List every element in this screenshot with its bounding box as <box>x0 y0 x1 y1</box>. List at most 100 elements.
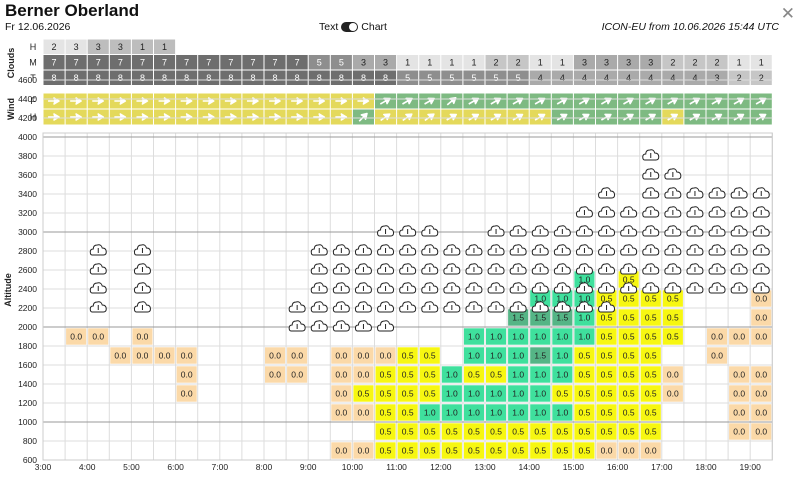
thermal-cell <box>640 290 661 307</box>
thermal-value: 0.5 <box>490 446 502 456</box>
thermal-value: 0.0 <box>269 370 281 380</box>
thermal-value: 0.5 <box>623 408 635 418</box>
thermal-cell <box>441 442 462 459</box>
toggle-switch[interactable] <box>341 22 359 32</box>
cloud-value: 4 <box>538 73 543 83</box>
cloud-icon <box>708 206 726 218</box>
thermal-cell <box>530 328 551 345</box>
thermal-cell <box>486 385 507 402</box>
view-toggle[interactable]: Text Chart <box>319 21 387 33</box>
thermal-cell <box>176 366 197 383</box>
cloud-value: 8 <box>118 73 123 83</box>
x-tick-label: 12:00 <box>430 462 452 472</box>
cloud-icon <box>708 244 726 256</box>
cloud-icon <box>686 282 704 294</box>
cloud-icon <box>752 244 770 256</box>
cloud-icon <box>730 263 748 275</box>
cloud-cell <box>308 55 330 70</box>
thermal-cell <box>530 366 551 383</box>
close-button[interactable]: ✕ <box>780 4 795 23</box>
thermal-cell <box>132 328 153 345</box>
cloud-icon <box>310 282 328 294</box>
cloud-icon <box>399 263 417 275</box>
thermal-cell <box>331 442 352 459</box>
thermal-cell <box>530 347 551 364</box>
thermal-value: 0.0 <box>733 332 745 342</box>
cloud-icon <box>598 263 616 275</box>
thermal-cell <box>596 366 617 383</box>
thermal-cell <box>88 328 109 345</box>
cloud-icon <box>598 206 616 218</box>
x-tick-label: 5:00 <box>123 462 140 472</box>
thermal-value: 0.5 <box>623 370 635 380</box>
cloud-icon <box>575 301 593 313</box>
x-tick-label: 19:00 <box>740 462 762 472</box>
cloud-icon <box>642 225 660 237</box>
thermal-cell <box>707 347 728 364</box>
thermal-value: 1.0 <box>556 370 568 380</box>
cloud-value: 7 <box>184 58 189 68</box>
thermal-value: 0.5 <box>380 389 392 399</box>
thermal-cell <box>574 366 595 383</box>
cloud-icon <box>377 320 395 332</box>
thermal-value: 1.0 <box>534 408 546 418</box>
cloud-value: 5 <box>405 73 410 83</box>
cloud-icon <box>465 263 483 275</box>
cloud-cell <box>507 70 529 85</box>
cloud-cell <box>352 70 374 85</box>
cloud-cell <box>750 70 772 85</box>
cloud-cell <box>551 55 573 70</box>
cloud-icon <box>642 206 660 218</box>
cloud-cell <box>618 55 640 70</box>
thermal-value: 1.0 <box>468 408 480 418</box>
cloud-icon <box>443 244 461 256</box>
cloud-icon <box>598 187 616 199</box>
thermal-cell <box>265 366 286 383</box>
cloud-icon <box>354 244 372 256</box>
x-tick-label: 10:00 <box>342 462 364 472</box>
cloud-cell <box>485 70 507 85</box>
cloud-value: 2 <box>737 73 742 83</box>
thermal-value: 0.0 <box>755 370 767 380</box>
thermal-value: 0.0 <box>601 446 613 456</box>
thermal-cell <box>397 347 418 364</box>
cloud-cell <box>706 70 728 85</box>
thermal-cell <box>530 385 551 402</box>
thermal-value: 0.5 <box>446 427 458 437</box>
cloud-value: 1 <box>449 58 454 68</box>
thermal-value: 1.0 <box>424 408 436 418</box>
cloud-cell <box>198 55 220 70</box>
thermal-cell <box>441 385 462 402</box>
thermal-value: 0.0 <box>733 370 745 380</box>
cloud-value: 4 <box>648 73 653 83</box>
cloud-value: 7 <box>162 58 167 68</box>
thermal-cell <box>729 366 750 383</box>
thermal-value: 0.5 <box>645 389 657 399</box>
thermal-cell <box>486 366 507 383</box>
thermal-cell <box>618 290 639 307</box>
cloud-icon <box>598 301 616 313</box>
y-tick-label: 2600 <box>18 265 37 275</box>
x-tick-label: 14:00 <box>519 462 541 472</box>
thermal-value: 0.5 <box>601 408 613 418</box>
thermal-cell <box>574 328 595 345</box>
cloud-cell <box>65 70 87 85</box>
cloud-value: 2 <box>494 58 499 68</box>
thermal-value: 0.5 <box>380 370 392 380</box>
toggle-knob <box>349 23 358 31</box>
cloud-value: 3 <box>361 58 366 68</box>
thermal-value: 0.5 <box>556 389 568 399</box>
cloud-value: 7 <box>96 58 101 68</box>
cloud-icon <box>664 187 682 199</box>
x-tick-label: 9:00 <box>300 462 317 472</box>
thermal-cell <box>751 404 772 421</box>
cloud-icon <box>399 244 417 256</box>
cloud-icon <box>664 244 682 256</box>
cloud-icon <box>133 244 151 256</box>
cloud-cell <box>308 70 330 85</box>
y-tick-label: 1400 <box>18 379 37 389</box>
thermal-cell <box>508 404 529 421</box>
thermal-value: 0.0 <box>755 389 767 399</box>
cloud-icon <box>575 244 593 256</box>
